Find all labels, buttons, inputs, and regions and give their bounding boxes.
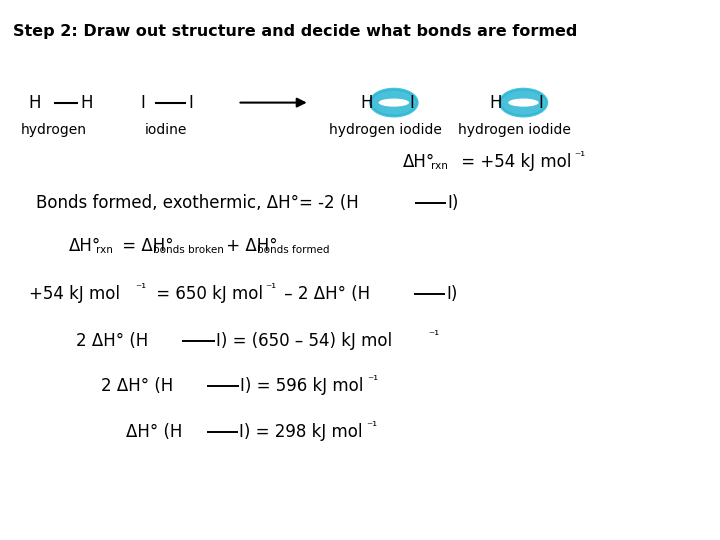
Text: ⁻¹: ⁻¹ xyxy=(135,282,146,295)
Text: ΔH°: ΔH° xyxy=(68,237,101,255)
Text: ΔH°: ΔH° xyxy=(403,153,436,171)
Ellipse shape xyxy=(379,98,409,106)
Text: rxn: rxn xyxy=(96,245,112,255)
Text: rxn: rxn xyxy=(431,161,447,171)
Text: = 650 kJ mol: = 650 kJ mol xyxy=(151,285,264,303)
Text: I: I xyxy=(409,93,414,112)
Text: ⁻¹: ⁻¹ xyxy=(265,282,276,295)
Text: ⁻¹: ⁻¹ xyxy=(428,329,439,342)
Text: = +54 kJ mol: = +54 kJ mol xyxy=(456,153,571,171)
Text: hydrogen iodide: hydrogen iodide xyxy=(459,123,571,137)
Text: ΔH° (H: ΔH° (H xyxy=(126,423,182,441)
Text: + ΔH°: + ΔH° xyxy=(221,237,278,255)
Text: I) = 596 kJ mol: I) = 596 kJ mol xyxy=(240,377,364,395)
Text: I): I) xyxy=(448,193,459,212)
Ellipse shape xyxy=(508,98,539,106)
Text: H: H xyxy=(490,93,502,112)
Text: bonds broken: bonds broken xyxy=(153,245,224,255)
Text: Step 2: Draw out structure and decide what bonds are formed: Step 2: Draw out structure and decide wh… xyxy=(13,24,577,39)
Text: Bonds formed, exothermic, ΔH°= -2 (H: Bonds formed, exothermic, ΔH°= -2 (H xyxy=(36,193,359,212)
Text: hydrogen: hydrogen xyxy=(21,123,87,137)
Text: 2 ΔH° (H: 2 ΔH° (H xyxy=(76,332,148,350)
Text: I: I xyxy=(188,93,193,112)
Text: iodine: iodine xyxy=(145,123,186,137)
Text: – 2 ΔH° (H: – 2 ΔH° (H xyxy=(279,285,371,303)
Text: I: I xyxy=(539,93,544,112)
Text: I) = (650 – 54) kJ mol: I) = (650 – 54) kJ mol xyxy=(216,332,392,350)
Text: H: H xyxy=(80,93,92,112)
Text: ⁻¹: ⁻¹ xyxy=(367,374,378,387)
Text: H: H xyxy=(29,93,41,112)
Text: +54 kJ mol: +54 kJ mol xyxy=(29,285,120,303)
Text: = ΔH°: = ΔH° xyxy=(117,237,174,255)
Text: bonds formed: bonds formed xyxy=(257,245,330,255)
Text: ⁻¹: ⁻¹ xyxy=(366,420,377,433)
Ellipse shape xyxy=(371,89,418,116)
Text: ⁻¹: ⁻¹ xyxy=(574,150,585,163)
Text: 2 ΔH° (H: 2 ΔH° (H xyxy=(101,377,173,395)
Text: H: H xyxy=(360,93,372,112)
Text: hydrogen iodide: hydrogen iodide xyxy=(329,123,441,137)
Text: I) = 298 kJ mol: I) = 298 kJ mol xyxy=(239,423,363,441)
Text: I: I xyxy=(140,93,145,112)
Text: I): I) xyxy=(446,285,458,303)
Ellipse shape xyxy=(500,89,547,116)
